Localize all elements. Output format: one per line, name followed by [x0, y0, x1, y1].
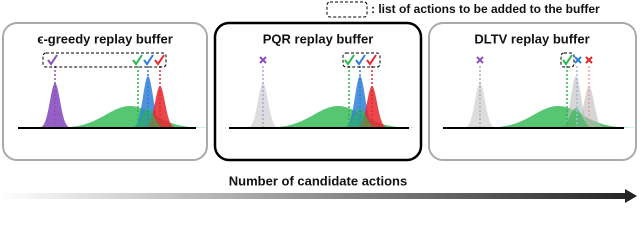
- cross-icon: [476, 56, 484, 64]
- distribution: [247, 83, 279, 128]
- action-list-box: [342, 52, 381, 68]
- action-list-box: [42, 52, 167, 68]
- check-icon: [344, 54, 355, 66]
- check-icon: [355, 54, 366, 66]
- cross-icon: [259, 56, 267, 64]
- check-icon: [132, 54, 143, 66]
- axis-label: Number of candidate actions: [229, 173, 407, 188]
- check-icon: [143, 54, 154, 66]
- check-icon: [154, 54, 165, 66]
- distributions: [39, 54, 635, 128]
- check-icon: [366, 54, 377, 66]
- distribution: [464, 83, 496, 128]
- check-icon: [47, 54, 58, 66]
- action-list-box: [560, 52, 575, 68]
- cross-icon: [574, 56, 582, 64]
- axis-arrow: [0, 189, 637, 203]
- panel-title: ϵ-greedy replay buffer: [37, 31, 173, 46]
- check-icon: [562, 54, 573, 66]
- legend-box: [326, 1, 368, 18]
- cross-icon: [585, 56, 593, 64]
- distribution: [39, 83, 71, 128]
- panel-title: DLTV replay buffer: [474, 31, 589, 46]
- panel-title: PQR replay buffer: [263, 31, 374, 46]
- figure: : list of actions to be added to the buf…: [0, 1, 637, 203]
- legend-text: : list of actions to be added to the buf…: [371, 2, 600, 16]
